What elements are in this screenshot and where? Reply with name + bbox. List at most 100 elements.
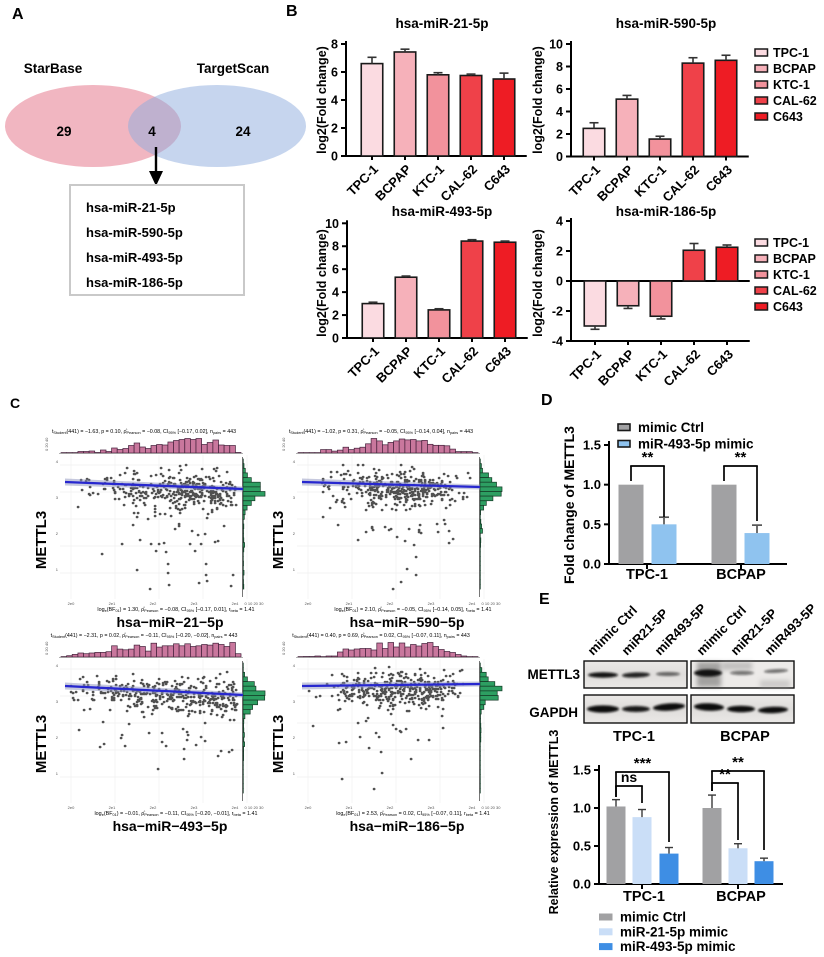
svg-text:hsa-miR-590-5p: hsa-miR-590-5p bbox=[86, 225, 183, 240]
svg-text:CAL-62: CAL-62 bbox=[660, 347, 703, 390]
svg-text:2e2: 2e2 bbox=[150, 601, 157, 606]
svg-text:BCPAP: BCPAP bbox=[716, 567, 766, 583]
svg-text:**: ** bbox=[642, 449, 654, 466]
svg-text:***: *** bbox=[634, 755, 652, 772]
svg-text:10: 10 bbox=[549, 38, 563, 52]
svg-text:4: 4 bbox=[556, 105, 563, 119]
svg-text:BCPAP: BCPAP bbox=[594, 162, 636, 204]
svg-text:8: 8 bbox=[332, 240, 339, 254]
svg-text:C643: C643 bbox=[773, 110, 803, 124]
svg-text:log2(Fold change): log2(Fold change) bbox=[315, 229, 329, 337]
svg-text:6: 6 bbox=[331, 66, 338, 80]
svg-text:**: ** bbox=[732, 754, 744, 771]
svg-text:24: 24 bbox=[235, 124, 251, 139]
svg-text:GAPDH: GAPDH bbox=[529, 705, 578, 720]
svg-text:0: 0 bbox=[556, 275, 563, 289]
svg-text:1: 1 bbox=[293, 567, 296, 572]
svg-text:loge(BF01) = 2.53, ρ̂Pearson =: loge(BF01) = 2.53, ρ̂Pearson = 0.02, CI9… bbox=[336, 811, 490, 817]
svg-text:BCPAP: BCPAP bbox=[595, 346, 637, 388]
svg-text:KTC-1: KTC-1 bbox=[773, 78, 810, 92]
svg-text:0 10 20 30: 0 10 20 30 bbox=[245, 805, 265, 810]
svg-text:TargetScan: TargetScan bbox=[197, 61, 270, 76]
svg-text:hsa-miR-21-5p: hsa-miR-21-5p bbox=[86, 200, 176, 215]
svg-text:1: 1 bbox=[56, 567, 59, 572]
svg-text:2e1: 2e1 bbox=[109, 601, 116, 606]
svg-text:0 10 20 30: 0 10 20 30 bbox=[482, 601, 502, 606]
svg-text:2e2: 2e2 bbox=[150, 805, 157, 810]
svg-text:loge(BF01) = 1.30, ρ̂Pearson =: loge(BF01) = 1.30, ρ̂Pearson = −0.08, CI… bbox=[97, 607, 254, 613]
svg-text:-4: -4 bbox=[552, 335, 563, 349]
svg-text:METTL3: METTL3 bbox=[33, 715, 50, 773]
svg-text:0: 0 bbox=[331, 150, 338, 164]
svg-text:**: ** bbox=[735, 449, 747, 466]
svg-text:1.5: 1.5 bbox=[583, 438, 601, 453]
svg-text:hsa-miR-493-5p: hsa-miR-493-5p bbox=[392, 204, 493, 219]
svg-text:A: A bbox=[12, 6, 24, 23]
svg-text:2: 2 bbox=[293, 531, 296, 536]
svg-text:BCPAP: BCPAP bbox=[716, 889, 766, 905]
svg-text:1.0: 1.0 bbox=[573, 801, 591, 816]
svg-text:4: 4 bbox=[556, 215, 563, 229]
svg-text:0.0: 0.0 bbox=[573, 877, 591, 892]
svg-text:2e4: 2e4 bbox=[232, 601, 239, 606]
svg-text:C643: C643 bbox=[704, 347, 737, 380]
svg-text:TPC-1: TPC-1 bbox=[773, 46, 809, 60]
svg-text:CAL-62: CAL-62 bbox=[659, 162, 702, 205]
svg-text:2e0: 2e0 bbox=[68, 601, 75, 606]
svg-text:3: 3 bbox=[293, 495, 296, 500]
svg-text:TPC-1: TPC-1 bbox=[613, 729, 655, 745]
svg-text:ns: ns bbox=[621, 769, 638, 785]
svg-text:tStudent(441) = −2.31, p = 0.0: tStudent(441) = −2.31, p = 0.02, ρ̂Pears… bbox=[51, 633, 238, 639]
svg-text:tStudent(441) = 0.40, p = 0.69: tStudent(441) = 0.40, p = 0.69, ρ̂Pearso… bbox=[292, 633, 470, 639]
svg-text:0 20 40: 0 20 40 bbox=[44, 641, 49, 655]
svg-text:miR-493-5p mimic: miR-493-5p mimic bbox=[638, 437, 754, 452]
svg-text:4: 4 bbox=[148, 124, 156, 139]
svg-text:C643: C643 bbox=[703, 162, 736, 195]
svg-text:1.5: 1.5 bbox=[573, 763, 591, 778]
svg-text:2: 2 bbox=[56, 531, 59, 536]
svg-text:6: 6 bbox=[556, 83, 563, 97]
svg-text:hsa-miR-590-5p: hsa-miR-590-5p bbox=[616, 16, 717, 31]
svg-text:loge(BF01) = 2.10, ρ̂Pearson =: loge(BF01) = 2.10, ρ̂Pearson = −0.05, CI… bbox=[334, 607, 491, 613]
svg-text:1.0: 1.0 bbox=[583, 477, 601, 492]
svg-text:0.5: 0.5 bbox=[583, 517, 601, 532]
svg-text:29: 29 bbox=[56, 124, 71, 139]
svg-text:0.5: 0.5 bbox=[573, 839, 591, 854]
svg-text:hsa−miR−186−5p: hsa−miR−186−5p bbox=[350, 818, 465, 834]
svg-text:tStudent(441) = −1.63, p = 0.1: tStudent(441) = −1.63, p = 0.10, ρ̂Pears… bbox=[52, 429, 236, 435]
svg-text:3: 3 bbox=[293, 699, 296, 704]
svg-text:**: ** bbox=[719, 766, 731, 783]
svg-text:0 10 20 30: 0 10 20 30 bbox=[482, 805, 502, 810]
svg-text:Relative expression of METTL3: Relative expression of METTL3 bbox=[547, 730, 561, 915]
svg-text:METTL3: METTL3 bbox=[270, 511, 287, 569]
svg-text:METTL3: METTL3 bbox=[33, 511, 50, 569]
svg-text:2: 2 bbox=[556, 128, 563, 142]
svg-text:2e1: 2e1 bbox=[109, 805, 116, 810]
svg-text:CAL-62: CAL-62 bbox=[438, 344, 481, 387]
svg-text:2: 2 bbox=[293, 735, 296, 740]
svg-text:4: 4 bbox=[293, 663, 296, 668]
svg-text:hsa-miR-493-5p: hsa-miR-493-5p bbox=[86, 250, 183, 265]
svg-text:2e3: 2e3 bbox=[428, 601, 435, 606]
svg-text:4: 4 bbox=[293, 459, 296, 464]
svg-text:1: 1 bbox=[293, 771, 296, 776]
svg-text:hsa−miR−493−5p: hsa−miR−493−5p bbox=[113, 818, 228, 834]
svg-text:2e3: 2e3 bbox=[191, 805, 198, 810]
svg-text:0 20 40: 0 20 40 bbox=[281, 641, 286, 655]
svg-text:2e2: 2e2 bbox=[387, 601, 394, 606]
svg-text:2e4: 2e4 bbox=[469, 601, 476, 606]
svg-text:2e3: 2e3 bbox=[191, 601, 198, 606]
svg-text:Fold change of METTL3: Fold change of METTL3 bbox=[561, 426, 577, 584]
svg-text:8: 8 bbox=[556, 60, 563, 74]
svg-text:3: 3 bbox=[56, 495, 59, 500]
svg-text:0 10 20 30: 0 10 20 30 bbox=[245, 601, 265, 606]
svg-text:2e1: 2e1 bbox=[346, 805, 353, 810]
svg-text:4: 4 bbox=[56, 663, 59, 668]
svg-text:KTC-1: KTC-1 bbox=[773, 268, 810, 282]
svg-text:2e4: 2e4 bbox=[469, 805, 476, 810]
svg-text:2e4: 2e4 bbox=[232, 805, 239, 810]
svg-text:C: C bbox=[10, 395, 20, 411]
svg-text:E: E bbox=[539, 591, 550, 608]
svg-text:2: 2 bbox=[556, 245, 563, 259]
svg-text:2e3: 2e3 bbox=[428, 805, 435, 810]
